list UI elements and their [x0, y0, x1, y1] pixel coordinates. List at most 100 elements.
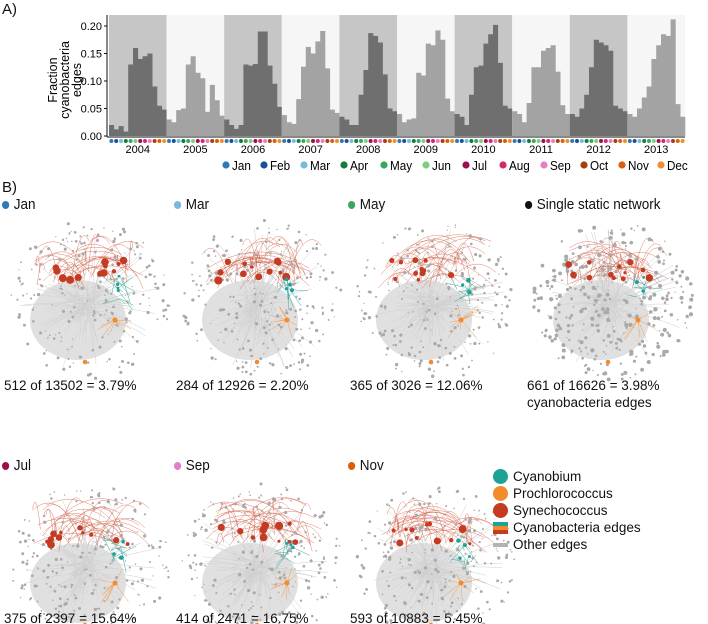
bar [536, 67, 542, 136]
network-node [191, 261, 194, 264]
month-dot [440, 139, 445, 143]
network-graph [182, 218, 343, 376]
synechococcus-edge [571, 253, 616, 266]
synechococcus-node [427, 521, 433, 527]
synechococcus-edge [406, 532, 410, 553]
network-node [140, 578, 145, 582]
title-dot-icon [174, 200, 182, 209]
network-node [570, 313, 574, 318]
network-node [259, 357, 263, 361]
network-node [56, 356, 60, 360]
network-node [306, 363, 310, 367]
network-node [115, 576, 119, 579]
month-dot [546, 139, 551, 143]
network-node [419, 592, 424, 597]
network-node [48, 334, 51, 337]
synechococcus-edge [453, 256, 457, 272]
network-node [36, 554, 39, 558]
network-node [270, 514, 272, 516]
synechococcus-node [259, 533, 268, 542]
network-node [394, 343, 398, 347]
network-node [385, 620, 389, 624]
network-node [557, 357, 560, 360]
network-node [561, 355, 566, 360]
network-node [242, 504, 246, 508]
network-node [104, 313, 106, 315]
network-node [579, 340, 584, 345]
synechococcus-edge [641, 247, 667, 267]
network-node [335, 537, 338, 540]
network-caption: 365 of 3026 = 12.06% [350, 377, 483, 394]
synechococcus-edge [92, 264, 113, 282]
network-node [33, 584, 37, 588]
network-node [555, 294, 557, 297]
network-node [284, 576, 287, 580]
synechococcus-edge [33, 255, 72, 269]
network-node [22, 294, 25, 297]
network-node [45, 582, 48, 585]
legend-label: Prochlorococcus [513, 486, 613, 501]
network-node [499, 256, 502, 259]
network-node [131, 517, 134, 521]
synechococcus-edge [392, 510, 445, 530]
bar [661, 34, 667, 136]
network-graph [12, 487, 170, 624]
cyanobium-node [117, 274, 121, 278]
network-node [103, 227, 105, 229]
network-node [444, 578, 447, 581]
network-node [285, 309, 288, 312]
network-node [439, 274, 441, 276]
network-node [463, 584, 467, 588]
network-node [384, 307, 387, 310]
network-node [137, 593, 139, 596]
network-node [83, 613, 86, 617]
network-node [479, 549, 482, 552]
network-node [70, 266, 72, 269]
prochlorococcus-edge [102, 582, 116, 596]
network-node [158, 545, 162, 549]
network-node [280, 372, 282, 375]
month-dot [253, 139, 258, 143]
synechococcus-edge [590, 270, 607, 284]
month-dot [147, 139, 152, 143]
network-node [464, 341, 466, 343]
network-node [305, 276, 309, 280]
network-node [285, 257, 287, 259]
network-node [240, 604, 243, 606]
prochlorococcus-edge [271, 582, 288, 585]
bar [238, 125, 244, 136]
network-node [407, 558, 411, 562]
network-graph [181, 482, 341, 624]
network-node [167, 576, 170, 579]
network-node [597, 313, 601, 318]
synechococcus-edge [386, 500, 430, 535]
network-node [460, 603, 463, 606]
network-node [104, 543, 107, 546]
prochlorococcus-node [112, 580, 118, 586]
network-node [395, 280, 399, 284]
network-node [600, 267, 605, 273]
network-node [199, 562, 203, 566]
network-node [417, 599, 421, 603]
network-node [497, 323, 500, 326]
synechococcus-node [414, 536, 419, 540]
network-node [19, 596, 22, 599]
network-node [497, 556, 501, 560]
network-node [450, 571, 453, 573]
network-node [582, 323, 585, 326]
network-node [325, 596, 328, 599]
synechococcus-node [97, 270, 104, 277]
legend-month-dot [222, 161, 230, 169]
prochlorococcus-node [635, 317, 641, 323]
network-node [124, 560, 127, 562]
month-dot [133, 139, 138, 143]
synechococcus-node [447, 271, 455, 279]
network-node [540, 263, 545, 268]
network-node [462, 536, 466, 539]
network-node [42, 514, 46, 518]
cyanobium-edge [449, 545, 465, 563]
bar [200, 78, 206, 136]
bar [646, 86, 652, 136]
network-node [642, 295, 646, 300]
network-node [474, 494, 478, 498]
